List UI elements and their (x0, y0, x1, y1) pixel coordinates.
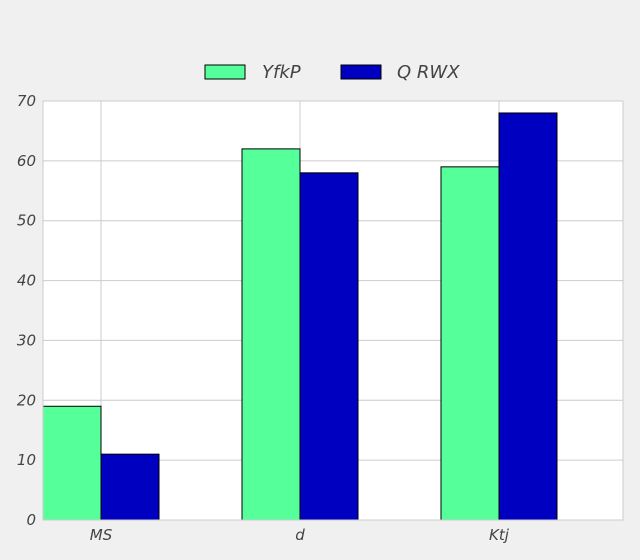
legend: YfkP Q RWX (204, 62, 460, 83)
y-tick-label: 30 (17, 331, 36, 349)
plot-frame (42, 100, 624, 521)
y-tick-label: 60 (17, 152, 36, 170)
legend-swatch (340, 64, 382, 80)
bar-groups (42, 112, 558, 521)
x-tick-label: MS (90, 526, 113, 544)
bar-yfkp-ktj (440, 166, 500, 521)
legend-label: YfkP (262, 62, 301, 83)
legend-label: Q RWX (397, 62, 460, 83)
bar-q-rwx-d (299, 172, 359, 521)
x-tick-label: d (295, 526, 305, 544)
bar-yfkp-ms (42, 405, 102, 521)
y-tick-label: 0 (26, 511, 36, 529)
x-axis-ticks: MS d Ktj (90, 526, 510, 544)
y-tick-label: 70 (17, 92, 36, 110)
y-tick-label: 20 (17, 391, 36, 409)
bar-q-rwx-ms (100, 453, 160, 521)
bar-q-rwx-ktj (498, 112, 558, 521)
y-tick-label: 10 (17, 451, 36, 469)
y-tick-label: 40 (17, 272, 36, 290)
x-tick-label: Ktj (489, 526, 510, 544)
y-tick-label: 50 (17, 212, 36, 230)
y-axis-ticks: 0 10 20 30 40 50 60 70 (17, 92, 36, 529)
bar-yfkp-d (241, 148, 301, 521)
legend-swatch (204, 64, 246, 80)
